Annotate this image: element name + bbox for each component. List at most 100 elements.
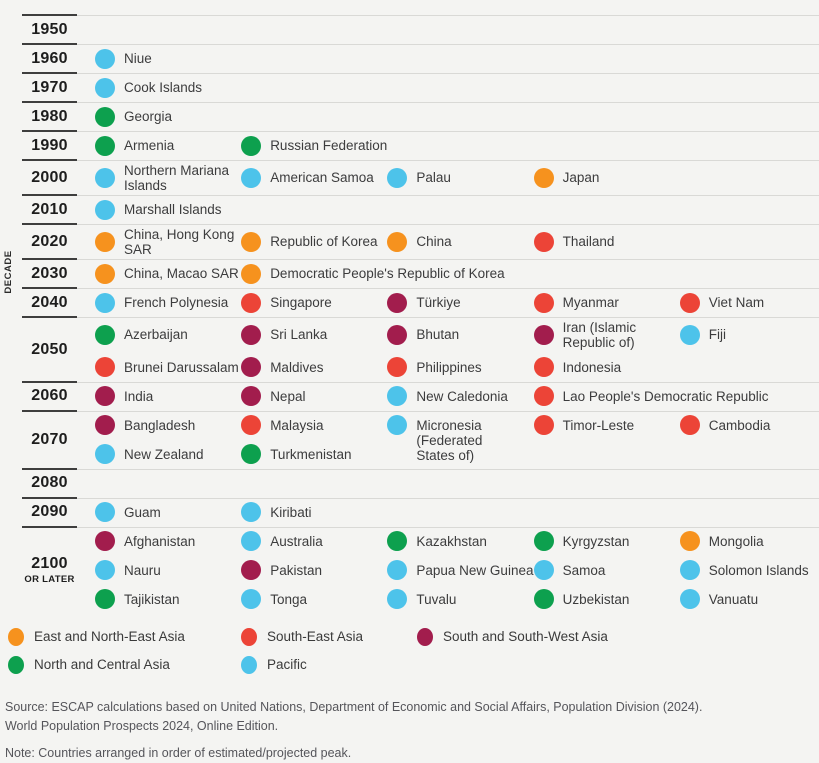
- decade-row-1960: 1960 Niue: [0, 43, 819, 73]
- decade-row-2030: 2030 China, Macao SAR Democratic People's …: [0, 258, 819, 288]
- region-dot-sswa: [95, 386, 115, 407]
- decade-entries: Georgia: [88, 102, 819, 131]
- region-dot-sea: [95, 357, 115, 378]
- row-separator: [77, 317, 819, 319]
- decade-label: 1990: [31, 136, 68, 154]
- decade-entries: Afghanistan Australia Kazakhstan Kyrgyzstan…: [88, 527, 819, 614]
- region-dot-sswa: [241, 386, 262, 407]
- decade-label: 2080: [31, 474, 68, 492]
- decade-tick: [22, 130, 77, 132]
- country-entry: Kyrgyzstan: [527, 531, 673, 552]
- decade-label: 2100: [31, 555, 68, 573]
- country-label: Democratic People's Republic of Korea: [270, 266, 505, 282]
- region-dot-sea: [533, 415, 554, 436]
- decade-label: 1970: [31, 78, 68, 96]
- region-dot-pacific: [241, 167, 262, 188]
- entry-line: Northern Mariana Islands American Samoa Pa…: [88, 160, 819, 195]
- country-label: New Zealand: [124, 446, 204, 462]
- country-entry: Malaysia: [234, 415, 380, 436]
- footer: Source: ESCAP calculations based on Unit…: [5, 698, 819, 763]
- country-label: Cook Islands: [124, 79, 203, 95]
- region-legend: East and North-East Asia South-East Asia S…: [8, 627, 819, 674]
- row-separator: [77, 15, 819, 16]
- country-label: Palau: [416, 170, 451, 186]
- country-entry: Northern Mariana Islands: [88, 163, 234, 193]
- country-label: Lao People's Democratic Republic: [562, 388, 769, 404]
- country-entry: Timor-Leste: [527, 415, 673, 436]
- row-separator: [77, 73, 819, 74]
- country-label: China, Macao SAR: [124, 266, 239, 282]
- country-entry: Tonga: [234, 589, 380, 610]
- decade-entries: [88, 469, 819, 498]
- decade-row-2040: 2040 French Polynesia Singapore Türkiye Myan…: [0, 287, 819, 317]
- country-entry: Viet Nam: [673, 292, 819, 313]
- country-entry: Australia: [234, 531, 380, 552]
- country-entry: China: [380, 231, 526, 252]
- country-label: Republic of Korea: [270, 234, 378, 250]
- decade-label-suffix: OR LATER: [24, 574, 75, 586]
- country-entry: Pakistan: [234, 560, 380, 581]
- decade-label-cell: 1990: [0, 131, 88, 160]
- country-entry: Türkiye: [380, 292, 526, 313]
- region-dot-sea: [241, 415, 262, 436]
- country-entry: Brunei Darussalam: [88, 357, 239, 378]
- country-label: China, Hong Kong SAR: [124, 226, 235, 257]
- row-separator: [77, 259, 819, 261]
- country-entry: Palau: [380, 167, 526, 188]
- region-dot-pacific: [679, 325, 700, 346]
- country-label: Kazakhstan: [416, 533, 487, 549]
- region-dot-pacific: [387, 386, 408, 407]
- country-label: Malaysia: [270, 417, 324, 433]
- decade-label-cell: 2030: [0, 259, 88, 288]
- row-separator: [77, 468, 819, 470]
- decade-entries: Bangladesh Malaysia Micronesia (Federated …: [88, 411, 819, 469]
- country-label: Bangladesh: [124, 417, 196, 433]
- country-label: Japan: [562, 170, 600, 186]
- decade-label-cell: 2040: [0, 288, 88, 317]
- country-label: Indonesia: [562, 359, 622, 375]
- country-entry: Lao People's Democratic Republic: [527, 386, 769, 407]
- region-dot-sea: [679, 415, 700, 436]
- country-label: Philippines: [416, 359, 482, 375]
- decade-label: 2010: [31, 200, 68, 218]
- country-label: Maldives: [270, 359, 324, 375]
- region-dot-nca: [95, 135, 115, 156]
- country-label: Singapore: [270, 295, 332, 311]
- entry-line: Guam Kiribati: [88, 498, 819, 527]
- country-entry: Papua New Guinea: [380, 560, 533, 581]
- country-entry: Samoa: [527, 560, 673, 581]
- country-entry: Russian Federation: [234, 135, 387, 156]
- legend-label: North and Central Asia: [34, 657, 170, 673]
- country-entry: Vanuatu: [673, 589, 819, 610]
- source-text: Source: ESCAP calculations based on Unit…: [5, 698, 703, 733]
- region-dot-pacific: [95, 560, 115, 581]
- region-dot-sea: [533, 357, 554, 378]
- country-label: Solomon Islands: [708, 562, 809, 578]
- country-entry: Guam: [88, 502, 234, 523]
- entry-line: Cook Islands: [88, 73, 819, 102]
- decade-label-cell: 1950: [0, 15, 88, 44]
- region-dot-pacific: [387, 415, 408, 436]
- row-separator: [77, 131, 819, 132]
- decade-tick: [22, 223, 77, 226]
- legend-item-sswa: South and South-West Asia: [417, 627, 819, 646]
- decade-row-2060: 2060 India Nepal New Caledonia Lao People's …: [0, 380, 819, 411]
- region-dot-sea: [533, 386, 554, 407]
- decade-label-cell: 2010: [0, 195, 88, 224]
- legend-item-nca: North and Central Asia: [8, 655, 241, 674]
- region-dot-pacific: [679, 589, 700, 610]
- country-label: Kyrgyzstan: [562, 533, 630, 549]
- entry-line: India Nepal New Caledonia Lao People's Demo…: [88, 382, 819, 411]
- entry-line: Bangladesh Malaysia Micronesia (Federated …: [88, 411, 819, 463]
- decade-entries: Azerbaijan Sri Lanka Bhutan Iran (Islamic R…: [88, 317, 819, 381]
- country-label: Viet Nam: [708, 295, 765, 311]
- legend-dot-sea: [241, 627, 257, 646]
- country-entry: Azerbaijan: [88, 325, 234, 346]
- entry-line: China, Hong Kong SAR Republic of Korea Chi…: [88, 224, 819, 259]
- decade-tick: [22, 14, 77, 16]
- country-label: Uzbekistan: [562, 591, 630, 607]
- entry-line: Brunei Darussalam Maldives Philippines Indo…: [88, 353, 819, 382]
- decade-label-cell: 2020: [0, 224, 88, 259]
- decade-tick: [22, 380, 77, 383]
- country-label: Afghanistan: [124, 533, 196, 549]
